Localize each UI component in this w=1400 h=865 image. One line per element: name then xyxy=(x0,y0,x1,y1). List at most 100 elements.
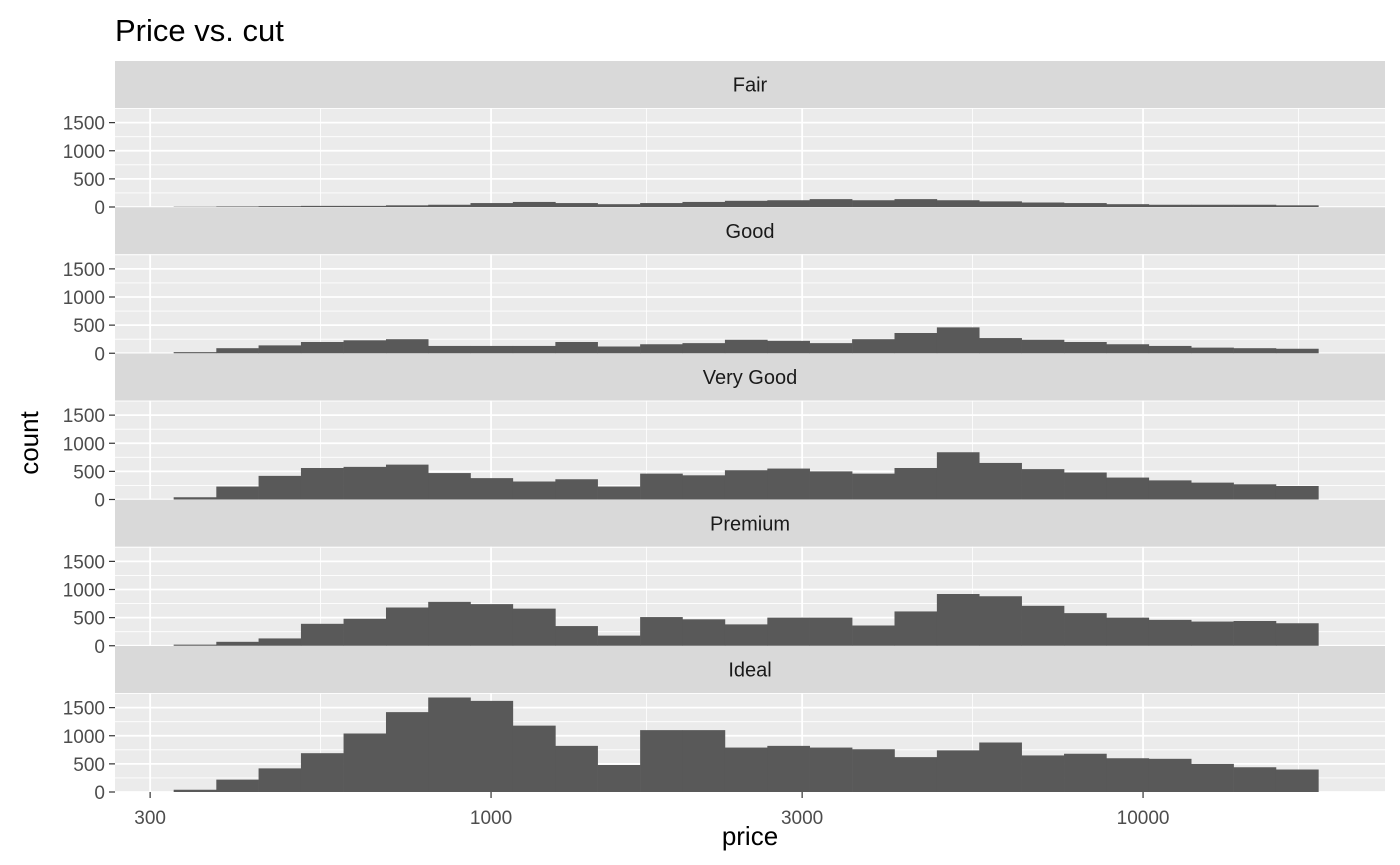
bar-good-0 xyxy=(173,352,217,354)
y-tick-label: 0 xyxy=(94,198,105,219)
bar-good-9 xyxy=(555,342,598,354)
bar-fair-1 xyxy=(216,206,259,207)
y-tick-label: 1500 xyxy=(63,260,105,281)
facet-fair: Fair 0 500 1000 1500 xyxy=(63,61,1385,219)
bar-very-good-7 xyxy=(470,478,514,500)
bar-very-good-15 xyxy=(809,471,853,500)
bar-premium-5 xyxy=(385,607,429,646)
panel-background-good xyxy=(115,254,1385,354)
bar-premium-20 xyxy=(1021,605,1065,646)
bar-very-good-19 xyxy=(979,462,1022,500)
bar-premium-26 xyxy=(1275,623,1319,646)
bar-ideal-11 xyxy=(640,730,683,792)
bar-premium-10 xyxy=(597,635,641,646)
bar-good-3 xyxy=(300,342,344,354)
bar-fair-15 xyxy=(809,199,853,207)
x-tick-label: 300 xyxy=(134,808,166,829)
bar-very-good-5 xyxy=(385,464,429,500)
bar-premium-11 xyxy=(640,617,683,646)
bar-ideal-13 xyxy=(724,747,768,792)
bar-good-18 xyxy=(936,327,980,354)
bar-ideal-7 xyxy=(470,700,514,792)
y-tick-label: 1000 xyxy=(63,727,105,748)
bar-ideal-3 xyxy=(300,753,344,792)
bar-very-good-16 xyxy=(852,473,895,500)
bar-very-good-23 xyxy=(1148,480,1192,500)
bar-very-good-6 xyxy=(428,473,471,500)
bar-very-good-24 xyxy=(1191,482,1234,500)
bar-good-1 xyxy=(216,348,259,354)
bar-very-good-12 xyxy=(682,475,726,500)
bar-premium-8 xyxy=(512,608,556,646)
panel-background-fair xyxy=(115,108,1385,207)
bar-very-good-13 xyxy=(724,470,768,500)
bar-very-good-25 xyxy=(1233,484,1277,500)
bar-very-good-4 xyxy=(343,466,387,500)
y-tick-label: 0 xyxy=(94,783,105,804)
bar-premium-13 xyxy=(724,624,768,646)
y-tick-label: 1500 xyxy=(63,699,105,720)
bar-very-good-20 xyxy=(1021,469,1065,500)
bar-premium-12 xyxy=(682,619,726,646)
y-tick-label: 500 xyxy=(73,462,105,483)
bar-ideal-12 xyxy=(682,730,726,792)
bar-premium-4 xyxy=(343,618,387,646)
bar-ideal-23 xyxy=(1148,758,1192,792)
bar-ideal-6 xyxy=(428,697,471,792)
bar-good-14 xyxy=(767,340,810,354)
bar-very-good-17 xyxy=(894,468,938,500)
bar-premium-15 xyxy=(809,617,853,646)
bar-ideal-16 xyxy=(852,749,895,792)
bar-premium-1 xyxy=(216,641,259,646)
bar-very-good-0 xyxy=(173,497,217,500)
bar-ideal-4 xyxy=(343,733,387,792)
y-tick-label: 500 xyxy=(73,755,105,776)
bar-good-5 xyxy=(385,339,429,354)
x-axis-title: price xyxy=(722,821,778,851)
facet-very-good: Very Good 0 500 1000 1500 xyxy=(63,353,1385,512)
bar-fair-4 xyxy=(343,205,387,207)
bar-ideal-20 xyxy=(1021,755,1065,792)
bar-fair-14 xyxy=(767,200,810,207)
bar-very-good-3 xyxy=(300,468,344,500)
bar-good-4 xyxy=(343,340,387,354)
bar-good-25 xyxy=(1233,348,1277,354)
facet-premium: Premium 0 500 1000 1500 xyxy=(63,499,1385,658)
y-tick-label: 1500 xyxy=(63,406,105,427)
y-axis-fair: 0 500 1000 1500 xyxy=(63,114,115,219)
bar-ideal-21 xyxy=(1064,753,1107,792)
bar-premium-16 xyxy=(852,625,895,646)
bar-ideal-26 xyxy=(1275,769,1319,792)
bar-premium-18 xyxy=(936,594,980,646)
facet-good: Good 0 500 1000 1500 xyxy=(63,207,1385,365)
bar-premium-3 xyxy=(300,623,344,646)
x-tick-label: 3000 xyxy=(781,808,823,829)
bar-good-13 xyxy=(724,339,768,354)
bar-good-16 xyxy=(852,339,895,354)
bar-very-good-14 xyxy=(767,468,810,500)
bar-premium-0 xyxy=(173,644,217,646)
strip-premium xyxy=(115,499,1385,547)
bar-fair-16 xyxy=(852,200,895,207)
bar-premium-24 xyxy=(1191,621,1234,646)
bar-premium-23 xyxy=(1148,619,1192,646)
bar-ideal-18 xyxy=(936,750,980,792)
bar-ideal-8 xyxy=(512,725,556,792)
bar-ideal-2 xyxy=(258,768,302,792)
bars-very-good xyxy=(173,452,1319,500)
bar-fair-3 xyxy=(300,205,344,207)
bar-fair-19 xyxy=(979,201,1022,207)
bar-good-17 xyxy=(894,333,938,354)
bar-premium-9 xyxy=(555,626,598,646)
bars-good xyxy=(173,327,1319,354)
bar-good-11 xyxy=(640,344,683,354)
bar-fair-25 xyxy=(1233,204,1277,207)
bar-very-good-9 xyxy=(555,479,598,500)
bar-premium-2 xyxy=(258,638,302,646)
bar-very-good-22 xyxy=(1106,477,1150,500)
bar-ideal-17 xyxy=(894,757,938,792)
bar-premium-19 xyxy=(979,596,1022,646)
bars-premium xyxy=(173,594,1319,646)
